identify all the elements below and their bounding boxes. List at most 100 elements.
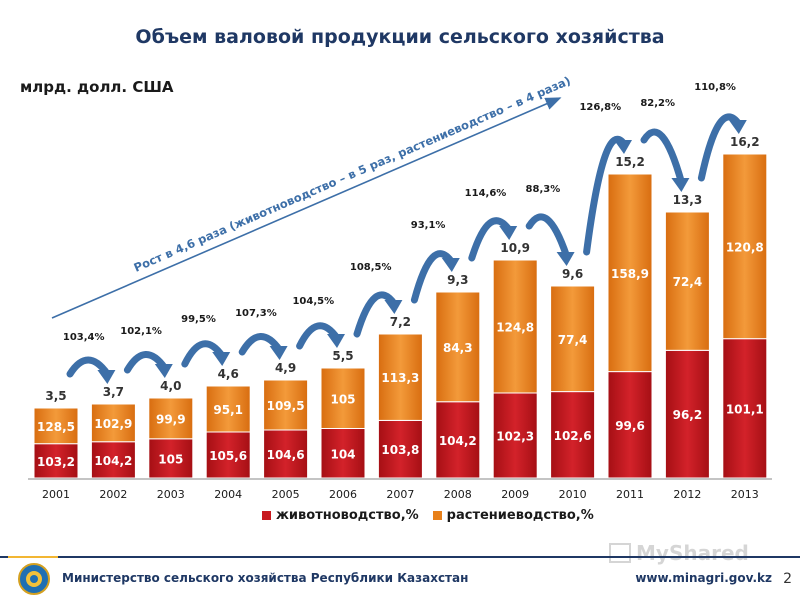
growth-arrow-2002 bbox=[66, 356, 111, 378]
bar-crops-2007 bbox=[377, 333, 423, 421]
legend: животноводство,% растениеводство,% bbox=[262, 508, 594, 523]
growth-arrow-head-2009 bbox=[499, 226, 518, 240]
x-tick-2010: 2010 bbox=[559, 488, 587, 501]
total-label-2001: 3,5 bbox=[45, 389, 66, 403]
total-label-2011: 15,2 bbox=[615, 155, 645, 169]
growth-arrow-head-2005 bbox=[269, 346, 288, 360]
bar-livestock-2003 bbox=[148, 438, 194, 479]
label-livestock-2013: 101,1 bbox=[726, 402, 764, 416]
total-label-2005: 4,9 bbox=[275, 361, 296, 375]
bar-livestock-2005 bbox=[263, 429, 309, 479]
bar-livestock-2002 bbox=[90, 441, 136, 479]
x-tick-2005: 2005 bbox=[272, 488, 300, 501]
label-crops-2007: 113,3 bbox=[381, 371, 419, 385]
bar-crops-2002 bbox=[90, 403, 136, 443]
bar-crops-2003 bbox=[148, 397, 194, 440]
total-label-2010: 9,6 bbox=[562, 267, 583, 281]
label-crops-2013: 120,8 bbox=[726, 240, 764, 254]
bar-livestock-2011 bbox=[607, 371, 653, 479]
growth-arrow-head-2002 bbox=[97, 370, 116, 384]
x-tick-2004: 2004 bbox=[214, 488, 242, 501]
growth-arrow-2005 bbox=[238, 333, 284, 356]
legend-label-crops: растениеводство,% bbox=[446, 508, 594, 523]
growth-label-2006: 104,5% bbox=[292, 296, 334, 307]
label-livestock-2006: 104 bbox=[330, 447, 355, 461]
growth-label-2008: 93,1% bbox=[411, 220, 446, 231]
chart-title: Объем валовой продукции сельского хозяйс… bbox=[135, 26, 665, 48]
bar-livestock-2010 bbox=[550, 391, 596, 479]
label-crops-2008: 84,3 bbox=[443, 341, 473, 355]
growth-label-2011: 126,8% bbox=[579, 102, 621, 113]
growth-arrow-head-2006 bbox=[327, 334, 345, 348]
growth-label-2013: 110,8% bbox=[694, 82, 736, 93]
label-crops-2005: 109,5 bbox=[267, 399, 305, 413]
label-livestock-2011: 99,6 bbox=[615, 419, 645, 433]
x-tick-2002: 2002 bbox=[99, 488, 127, 501]
growth-arrow-2013 bbox=[697, 113, 743, 182]
growth-label-2003: 102,1% bbox=[120, 326, 162, 337]
footer-divider bbox=[0, 556, 800, 558]
growth-arrow-2011 bbox=[583, 135, 628, 256]
bar-crops-2012 bbox=[664, 211, 710, 351]
label-livestock-2012: 96,2 bbox=[673, 408, 703, 422]
bar-crops-2013 bbox=[722, 153, 768, 340]
growth-arrow-2012 bbox=[640, 128, 685, 186]
bar-crops-2011 bbox=[607, 173, 653, 373]
kazakhstan-emblem-icon bbox=[18, 563, 50, 595]
legend-swatch-crops bbox=[432, 511, 442, 520]
total-label-2006: 5,5 bbox=[332, 349, 353, 363]
label-livestock-2005: 104,6 bbox=[267, 448, 305, 462]
bar-livestock-2007 bbox=[377, 419, 423, 479]
growth-label-2012: 82,2% bbox=[640, 98, 675, 109]
mygraphic-watermark-logo: MyShared bbox=[609, 541, 749, 565]
x-tick-2009: 2009 bbox=[501, 488, 529, 501]
growth-arrow-2006 bbox=[296, 322, 341, 350]
bar-crops-2006 bbox=[320, 367, 366, 429]
growth-label-2010: 88,3% bbox=[526, 184, 561, 195]
growth-arrow-2003 bbox=[123, 351, 169, 374]
label-livestock-2010: 102,6 bbox=[554, 429, 592, 443]
growth-arrow-head-2013 bbox=[728, 120, 747, 134]
growth-label-2002: 103,4% bbox=[63, 332, 105, 343]
legend-item-crops: растениеводство,% bbox=[432, 508, 594, 523]
total-label-2013: 16,2 bbox=[730, 135, 760, 149]
total-label-2003: 4,0 bbox=[160, 379, 181, 393]
legend-label-livestock: животноводство,% bbox=[276, 508, 419, 523]
bar-crops-2010 bbox=[550, 285, 596, 393]
growth-arrow-2010 bbox=[525, 213, 571, 260]
growth-trend-arrow bbox=[51, 97, 562, 319]
growth-arrow-head-2010 bbox=[556, 252, 575, 266]
growth-label-2007: 108,5% bbox=[350, 262, 392, 273]
x-tick-2006: 2006 bbox=[329, 488, 357, 501]
total-label-2007: 7,2 bbox=[390, 315, 411, 329]
label-crops-2010: 77,4 bbox=[558, 333, 588, 347]
legend-swatch-livestock bbox=[262, 511, 271, 520]
page-number: 2 bbox=[783, 571, 792, 587]
footer-site-link[interactable]: www.minagri.gov.kz bbox=[635, 571, 772, 585]
bar-livestock-2001 bbox=[33, 443, 79, 479]
label-livestock-2002: 104,2 bbox=[94, 454, 132, 468]
total-label-2008: 9,3 bbox=[447, 273, 468, 287]
growth-label-2005: 107,3% bbox=[235, 308, 277, 319]
bar-crops-2004 bbox=[205, 385, 251, 433]
growth-arrow-2007 bbox=[353, 291, 398, 338]
legend-item-livestock: животноводство,% bbox=[262, 508, 419, 523]
bar-crops-2001 bbox=[33, 407, 79, 445]
label-crops-2006: 105 bbox=[330, 392, 355, 406]
x-tick-2013: 2013 bbox=[731, 488, 759, 501]
label-crops-2011: 158,9 bbox=[611, 267, 649, 281]
label-crops-2001: 128,5 bbox=[37, 420, 75, 434]
svg-text:MyShared: MyShared bbox=[636, 541, 749, 565]
growth-arrow-head-2003 bbox=[154, 364, 173, 378]
growth-arrow-2008 bbox=[410, 250, 456, 304]
growth-label-2004: 99,5% bbox=[181, 314, 216, 325]
growth-label-2009: 114,6% bbox=[465, 188, 507, 199]
x-tick-2008: 2008 bbox=[444, 488, 472, 501]
total-label-2009: 10,9 bbox=[500, 241, 530, 255]
label-crops-2009: 124,8 bbox=[496, 320, 534, 334]
bar-livestock-2013 bbox=[722, 338, 768, 479]
total-label-2002: 3,7 bbox=[103, 385, 124, 399]
bar-livestock-2012 bbox=[664, 349, 710, 479]
x-tick-2007: 2007 bbox=[386, 488, 414, 501]
